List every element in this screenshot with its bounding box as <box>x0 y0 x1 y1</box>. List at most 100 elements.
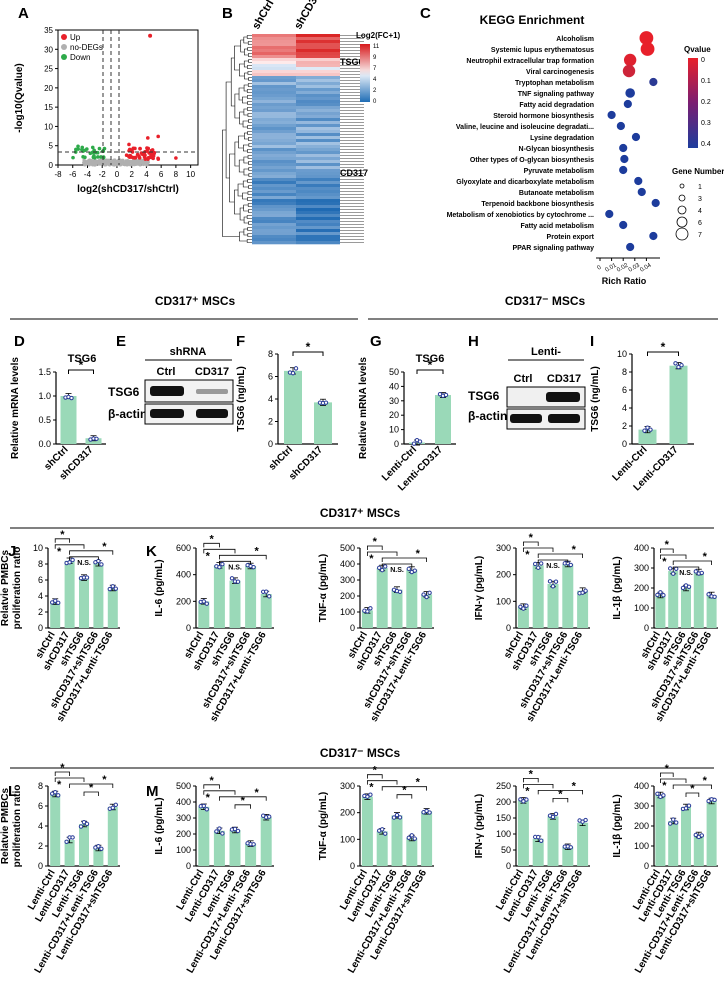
kegg-gene-legend-circle <box>675 227 689 241</box>
kegg-bubble <box>619 165 628 175</box>
data-point <box>686 584 692 589</box>
ns-bracket <box>672 566 700 570</box>
sig-bracket <box>203 790 236 795</box>
heatmap-cell-shctrl <box>252 196 296 200</box>
bar <box>391 815 403 866</box>
data-point <box>290 370 296 376</box>
volcano-point-nodeg <box>119 161 123 166</box>
bar <box>376 831 388 866</box>
heatmap-cell-shcd317 <box>296 226 340 230</box>
y-axis-label: IL-6 (pg/mL) <box>154 797 165 854</box>
dendrogram-branch <box>239 231 248 242</box>
bar <box>706 595 717 628</box>
heatmap-cell-shcd317 <box>296 205 340 209</box>
sig-star: * <box>661 340 666 354</box>
volcano-point-up <box>156 134 160 139</box>
kegg-bubble <box>640 42 655 56</box>
heatmap-cell-shcd317 <box>296 136 340 140</box>
y-tick-label: 6 <box>268 372 273 382</box>
legend-up-label: Up <box>70 33 81 42</box>
bar <box>64 840 75 866</box>
heatmap-cell-shctrl <box>252 43 296 47</box>
sig-star: * <box>102 774 107 786</box>
heatmap-cell-shctrl <box>252 181 296 185</box>
dendrogram-branch <box>247 125 252 129</box>
kegg-bubble <box>649 231 658 241</box>
dendrogram-branch <box>247 149 252 153</box>
bar <box>260 594 272 628</box>
data-point <box>220 831 225 836</box>
heatmap-cell-shctrl <box>252 52 296 56</box>
data-point <box>293 366 299 371</box>
data-point <box>427 810 432 815</box>
y-tick-label: 10 <box>389 425 399 435</box>
dendrogram-branch <box>247 83 252 87</box>
section-title-neg-2: CD317⁻ MSCs <box>320 746 401 760</box>
y-tick-label: 0 <box>506 861 511 871</box>
kegg-xtick-label: 0.04 <box>639 262 653 273</box>
y-tick-label: 200 <box>176 829 191 839</box>
volcano-point-nodeg <box>140 160 144 164</box>
heatmap-cell-shctrl <box>252 172 296 176</box>
heatmap-dendrogram <box>222 35 252 243</box>
heatmap-cell-shctrl <box>252 127 296 131</box>
volcano-point-down <box>71 155 75 160</box>
dendrogram-branch <box>247 65 252 69</box>
dendrogram-branch <box>243 216 249 224</box>
sig-bracket <box>292 351 324 356</box>
y-axis-label: TSG6 (ng/mL) <box>236 366 247 432</box>
volcano-point-down <box>101 155 106 160</box>
dendrogram-branch <box>248 185 252 189</box>
data-point <box>568 562 573 568</box>
data-point <box>380 567 385 573</box>
heatmap-cell-shctrl <box>252 97 296 101</box>
heatmap-cell-shctrl <box>252 178 296 182</box>
volcano-point-up <box>156 156 160 161</box>
y-tick-label: 200 <box>340 591 355 601</box>
data-point <box>671 571 676 576</box>
kegg-gene-legend-label: 6 <box>698 220 702 227</box>
heatmap-cell-shcd317 <box>296 49 340 53</box>
heatmap-cell-shcd317 <box>296 109 340 113</box>
heatmap-cell-shctrl <box>252 106 296 110</box>
heatmap-cell-shcd317 <box>296 52 340 56</box>
volcano-xtick-label: 0 <box>115 170 120 179</box>
heatmap-cell-shcd317 <box>296 160 340 164</box>
sig-star: * <box>572 544 577 556</box>
ns-label: N.S. <box>390 567 404 574</box>
sig-star: * <box>60 762 65 774</box>
data-point <box>521 606 526 611</box>
sig-star: * <box>690 783 695 795</box>
dendrogram-branch <box>247 47 252 51</box>
bar <box>655 795 666 866</box>
dendrogram-branch <box>248 143 252 147</box>
data-point <box>693 832 698 838</box>
sig-bracket <box>523 784 554 789</box>
data-point <box>201 599 207 604</box>
bar <box>260 817 272 866</box>
kegg-pathway-label: Valine, leucine and isoleucine degradati… <box>456 124 594 131</box>
y-tick-label: 600 <box>176 543 191 553</box>
ns-bracket <box>537 559 569 563</box>
dendrogram-branch <box>248 137 252 141</box>
y-tick-label: 300 <box>634 563 649 573</box>
bar <box>693 835 704 866</box>
bar <box>93 563 104 628</box>
dendrogram-branch <box>243 144 249 152</box>
dendrogram-branch <box>240 39 245 53</box>
volcano-point-up <box>151 154 156 158</box>
sig-bracket <box>523 541 539 546</box>
data-point <box>368 792 373 797</box>
sig-bracket <box>219 796 267 801</box>
data-point <box>217 826 222 831</box>
heatmap-cell-shctrl <box>252 226 296 230</box>
sig-bracket <box>83 791 99 796</box>
data-point <box>397 815 403 820</box>
kegg-gene-legend-circle <box>677 205 687 215</box>
heatmap-cell-shcd317 <box>296 229 340 233</box>
kegg-xtick-label: 0.03 <box>628 262 642 273</box>
bar <box>668 571 679 628</box>
blot-e-tsg6-strip <box>144 379 234 403</box>
